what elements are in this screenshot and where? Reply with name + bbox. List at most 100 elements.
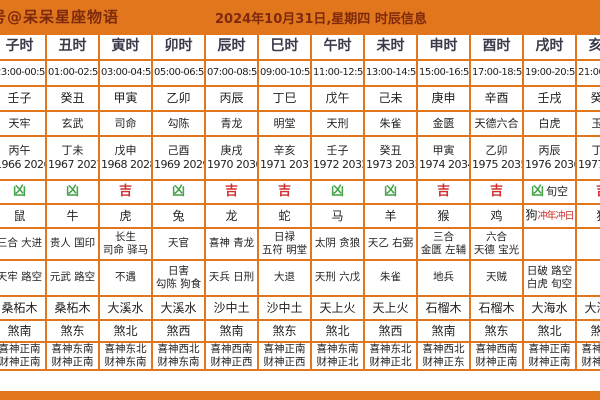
jishen-line: 司命 驿马 (102, 244, 149, 256)
cell-name-col0: 子时 (0, 33, 47, 61)
brand-watermark: 号@呆呆星座物语 (0, 8, 120, 26)
jishen-line: 喜神 青龙 (208, 237, 255, 250)
jishen-line: 金匮 左辅 (420, 244, 467, 256)
zodiac-animal: 狗 (525, 208, 538, 223)
cell-chong-col7: 癸丑 1973 2033 (363, 135, 418, 181)
xicai-line: 喜神正南 (0, 343, 41, 355)
cell-deity-col6: 天刑 (310, 110, 365, 137)
xicai-line: 财神正南 (51, 356, 94, 369)
xiongshen-line: 元武 路空 (49, 271, 96, 284)
cell-name-col3: 卯时 (151, 33, 206, 61)
cell-sha-col10: 煞北 (522, 319, 577, 343)
xiongshen-line: 朱雀 (380, 271, 401, 284)
zodiac-clash-note: 冲年冲日 (537, 211, 575, 223)
cell-sha-col9: 煞东 (469, 319, 524, 343)
cell-sha-col0: 煞南 (0, 319, 47, 343)
zodiac-animal: 羊 (384, 208, 397, 223)
cell-chong-col6: 壬子 1972 2032 (310, 135, 365, 181)
cell-time-col4: 07:00-08:59 (204, 59, 259, 87)
cell-deity-col1: 玄武 (45, 110, 100, 137)
chong-ganzhi: 己酉 (167, 144, 190, 158)
xicai-line: 喜神东北 (104, 343, 147, 355)
jishen-line: 六合 (486, 230, 507, 243)
chong-years: 1975 2035 (472, 158, 523, 171)
cell-jishen-col1: 贵人 国印 (45, 227, 100, 261)
cell-zodiac-col6: 马 (310, 203, 365, 229)
cell-name-col1: 丑时 (45, 33, 100, 61)
cell-nayin-col9: 石榴木 (469, 295, 524, 321)
chong-ganzhi: 壬子 (326, 144, 349, 158)
cell-chong-col10: 丙辰 1976 2036 (522, 135, 577, 181)
header-banner: 号@呆呆星座物语 2024年10月31日,星期四 时辰信息 (0, 0, 600, 33)
cell-sha-col4: 煞南 (204, 319, 259, 343)
chong-years: 1976 2036 (525, 158, 576, 171)
jishen-line: 日禄 (274, 230, 295, 243)
cell-chong-col8: 甲寅 1974 2034 (416, 135, 471, 181)
hour-table-wrapper: 子时丑时寅时卯时辰时巳时午时未时申时酉时戌时亥时23:00-00:5901:00… (0, 33, 600, 372)
xiongshen-line: 天牢 路空 (0, 271, 43, 284)
cell-xicai-col6: 喜神东南 财神正北 (310, 340, 365, 372)
cell-time-col10: 19:00-20:59 (522, 59, 577, 87)
cell-xiongshen-col8: 地兵 (416, 259, 471, 297)
zodiac-animal: 虎 (119, 208, 132, 223)
xicai-line: 喜神东南 (581, 343, 600, 355)
cell-luck-col9: 吉 (469, 179, 524, 205)
cell-jishen-col9: 六合 天德 宝光 (469, 227, 524, 261)
cell-name-col4: 辰时 (204, 33, 259, 61)
cell-xiongshen-col7: 朱雀 (363, 259, 418, 297)
date-title: 2024年10月31日,星期四 时辰信息 (215, 12, 427, 27)
luck-mark: 凶 (171, 183, 185, 199)
chong-years: 1966 2026 (0, 158, 44, 171)
cell-deity-col10: 白虎 (522, 110, 577, 137)
chong-ganzhi: 丁未 (61, 144, 84, 158)
jishen-line: 三合 大进 (0, 237, 43, 250)
cell-chong-col3: 己酉 1969 2029 (151, 135, 206, 181)
cell-deity-col4: 青龙 (204, 110, 259, 137)
luck-mark: 凶 (65, 183, 79, 199)
cell-nayin-col1: 桑柘木 (45, 295, 100, 321)
row-xicai: 喜神正南 财神正南 喜神东南 财神正南 喜神东北 财神东南 喜神西北 财神东南 喜神西南 财神正西… (0, 340, 600, 372)
luck-mark: 吉 (277, 183, 291, 199)
jishen-line: 天乙 右弼 (367, 237, 414, 250)
cell-ganzhi-col10: 壬戌 (522, 85, 577, 112)
cell-time-col11: 21:00-22:59 (575, 59, 600, 87)
cell-time-col8: 15:00-16:59 (416, 59, 471, 87)
cell-xicai-col8: 喜神西北 财神正东 (416, 340, 471, 372)
row-xiongshen: 天牢 路空 元武 路空 不遇 日害 勾陈 狗食 天兵 日刑 大退 天刑 六戊 朱雀 地兵 天贼 日破 … (0, 259, 600, 297)
row-ganzhi: 壬子癸丑甲寅乙卯丙辰丁巳戊午己未庚申辛酉壬戌癸亥 (0, 85, 600, 112)
xiongshen-line: 大退 (274, 271, 295, 284)
zodiac-animal: 鸡 (490, 208, 503, 223)
cell-xicai-col4: 喜神西南 财神正西 (204, 340, 259, 372)
cell-sha-col8: 煞南 (416, 319, 471, 343)
cell-time-col1: 01:00-02:59 (45, 59, 100, 87)
chong-years: 1970 2030 (207, 158, 258, 171)
xicai-line: 喜神正南 (528, 343, 571, 355)
luck-mark: 凶 (530, 183, 544, 199)
table-bottom-border (0, 391, 600, 400)
cell-ganzhi-col9: 辛酉 (469, 85, 524, 112)
xicai-line: 喜神东北 (369, 343, 412, 355)
xicai-line: 喜神西北 (157, 343, 200, 355)
cell-time-col6: 11:00-12:59 (310, 59, 365, 87)
row-jishen: 三合 大进 贵人 国印 长生 司命 驿马 天官 喜神 青龙 日禄 五符 明堂 太阴 贪狼 天乙 右… (0, 227, 600, 261)
row-time: 23:00-00:5901:00-02:5903:00-04:5905:00-0… (0, 59, 600, 87)
cell-time-col0: 23:00-00:59 (0, 59, 47, 87)
zodiac-animal: 鼠 (13, 208, 26, 223)
hour-info-table: 子时丑时寅时卯时辰时巳时午时未时申时酉时戌时亥时23:00-00:5901:00… (0, 33, 600, 372)
cell-chong-col9: 乙卯 1975 2035 (469, 135, 524, 181)
cell-nayin-col6: 天上火 (310, 295, 365, 321)
cell-ganzhi-col3: 乙卯 (151, 85, 206, 112)
cell-jishen-col10 (522, 227, 577, 261)
cell-xiongshen-col6: 天刑 六戊 (310, 259, 365, 297)
cell-xiongshen-col1: 元武 路空 (45, 259, 100, 297)
xicai-line: 财神正南 (0, 356, 41, 369)
cell-ganzhi-col2: 甲寅 (98, 85, 153, 112)
cell-luck-col0: 凶 (0, 179, 47, 205)
luck-extra: 旬空 (546, 184, 568, 198)
cell-ganzhi-col4: 丙辰 (204, 85, 259, 112)
cell-xicai-col3: 喜神西北 财神东南 (151, 340, 206, 372)
luck-mark: 吉 (436, 183, 450, 199)
cell-luck-col6: 凶 (310, 179, 365, 205)
row-luck: 凶凶吉凶吉吉凶凶吉吉凶旬空吉 (0, 179, 600, 205)
chong-years: 1967 2027 (48, 158, 99, 171)
